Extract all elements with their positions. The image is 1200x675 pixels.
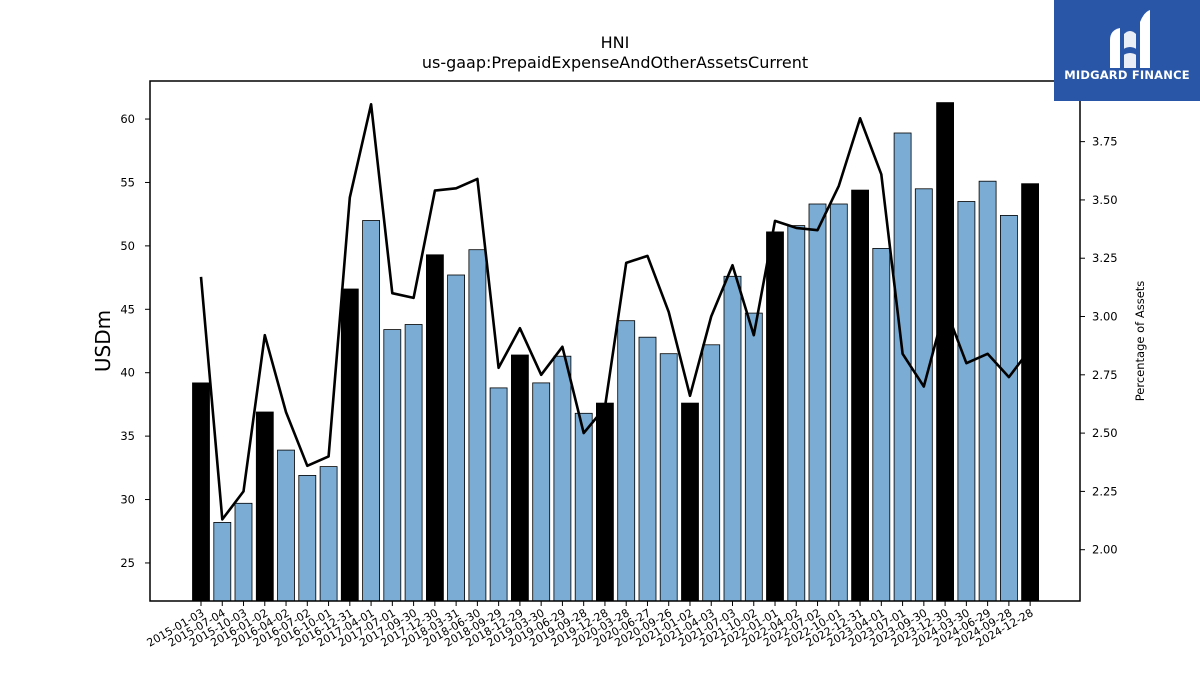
- y-tick-label: 25: [120, 556, 135, 570]
- y2-tick-label: 3.75: [1092, 135, 1118, 149]
- plot-frame: [149, 80, 1081, 602]
- y2-tick-label: 3.50: [1092, 193, 1118, 207]
- y2-tick-label: 2.25: [1092, 484, 1118, 498]
- bar: [574, 412, 593, 602]
- bar: [234, 502, 253, 602]
- y2-tick-label: 2.50: [1092, 426, 1118, 440]
- y2-tick-label: 3.25: [1092, 251, 1118, 265]
- logo-mark-icon: [1110, 10, 1150, 68]
- bar: [298, 474, 317, 602]
- y2-axis-label: Percentage of Assets: [1133, 281, 1147, 402]
- y-tick-label: 55: [120, 175, 135, 189]
- bar: [851, 189, 869, 602]
- left-axis: 25 30 35 40 45 50 55 60: [120, 112, 150, 570]
- bar: [872, 247, 891, 602]
- bar: [362, 220, 381, 602]
- right-axis: 2.00 2.25 2.50 2.75 3.00 3.25 3.50 3.75: [1080, 135, 1118, 557]
- bar: [638, 336, 657, 602]
- y-tick-label: 50: [120, 239, 135, 253]
- bar: [787, 225, 806, 602]
- bar: [192, 382, 210, 602]
- bar: [277, 449, 295, 602]
- bar: [936, 102, 954, 602]
- bar: [957, 201, 976, 602]
- chart-title: HNI: [601, 33, 630, 52]
- bar: [1021, 183, 1039, 602]
- y2-tick-label: 3.00: [1092, 310, 1118, 324]
- y2-tick-label: 2.75: [1092, 368, 1118, 382]
- bar: [404, 324, 423, 602]
- chart-subtitle: us-gaap:PrepaidExpenseAndOtherAssetsCurr…: [422, 53, 808, 72]
- bar: [213, 522, 232, 602]
- y-tick-label: 30: [120, 493, 135, 507]
- y-tick-label: 45: [120, 302, 135, 316]
- bar: [489, 387, 508, 602]
- bar: [978, 180, 997, 602]
- bar: [914, 188, 933, 602]
- bar: [319, 466, 338, 602]
- bar: [468, 249, 487, 602]
- y2-tick-label: 2.00: [1092, 543, 1118, 557]
- bar: [510, 354, 529, 602]
- bar: [447, 274, 466, 602]
- brand-logo: MIDGARD FINANCE: [1054, 0, 1200, 101]
- bar: [893, 132, 912, 602]
- bar: [255, 411, 274, 602]
- bar: [553, 355, 572, 602]
- bar-series: [192, 102, 1039, 602]
- bar: [383, 329, 402, 602]
- bar: [702, 344, 721, 602]
- y-tick-label: 60: [120, 112, 135, 126]
- x-axis: 2015-01-032015-07-042015-10-032016-01-02…: [145, 601, 1036, 650]
- bar: [532, 382, 551, 602]
- bar: [829, 203, 848, 602]
- bar: [766, 231, 784, 602]
- bar: [425, 254, 444, 602]
- bar: [808, 203, 827, 602]
- y-axis-label: USDm: [91, 310, 115, 372]
- bar: [659, 353, 678, 602]
- y-tick-label: 35: [120, 429, 135, 443]
- bar: [617, 320, 636, 602]
- bar: [744, 312, 763, 602]
- bar: [681, 402, 699, 602]
- logo-text: MIDGARD FINANCE: [1064, 68, 1190, 82]
- percentage-line: [199, 103, 1032, 521]
- bar: [340, 288, 359, 602]
- y-tick-label: 40: [120, 366, 135, 380]
- bar: [1000, 214, 1018, 602]
- line-series: [199, 103, 1032, 521]
- bar: [596, 402, 614, 602]
- bar: [723, 275, 742, 602]
